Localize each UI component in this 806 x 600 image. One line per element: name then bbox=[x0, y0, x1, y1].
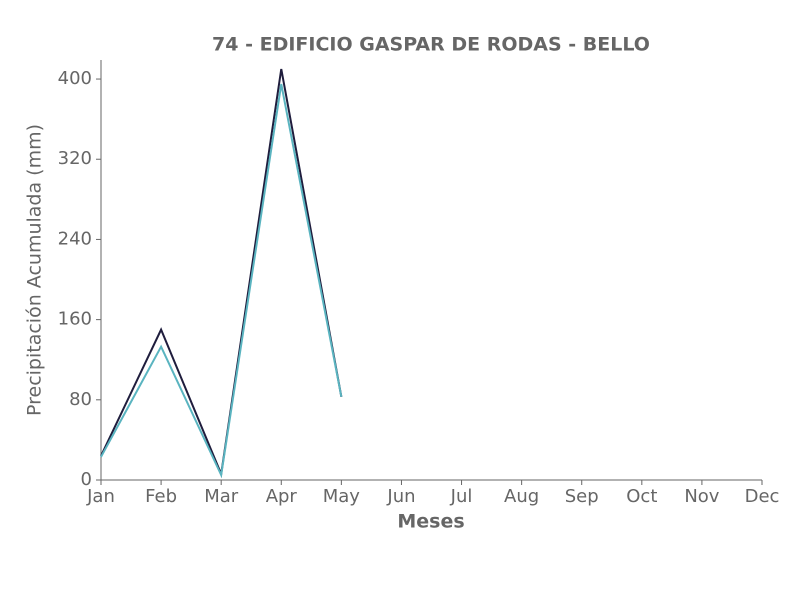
x-tick-label: Oct bbox=[626, 486, 657, 507]
y-tick-label: 80 bbox=[69, 389, 92, 410]
x-tick-label: Feb bbox=[145, 486, 177, 507]
x-tick-label: Sep bbox=[565, 486, 599, 507]
x-tick-label: Jun bbox=[386, 486, 415, 507]
y-tick-label: 0 bbox=[81, 469, 92, 490]
y-tick-label: 400 bbox=[58, 68, 92, 89]
x-tick-label: Apr bbox=[266, 486, 298, 507]
y-tick-label: 240 bbox=[58, 228, 92, 249]
y-axis-label: Precipitación Acumulada (mm) bbox=[24, 124, 46, 416]
x-tick-label: Jul bbox=[450, 486, 473, 507]
y-tick-label: 160 bbox=[58, 309, 92, 330]
y-tick-label: 320 bbox=[58, 148, 92, 169]
x-tick-label: Mar bbox=[204, 486, 239, 507]
x-tick-label: Aug bbox=[504, 486, 539, 507]
x-tick-label: May bbox=[323, 486, 361, 507]
x-axis-label: Meses bbox=[397, 511, 464, 533]
x-tick-label: Dec bbox=[745, 486, 780, 507]
x-tick-label: Jan bbox=[86, 486, 115, 507]
x-tick-label: Nov bbox=[684, 486, 719, 507]
chart-title: 74 - EDIFICIO GASPAR DE RODAS - BELLO bbox=[212, 34, 650, 56]
series-line bbox=[100, 83, 343, 479]
